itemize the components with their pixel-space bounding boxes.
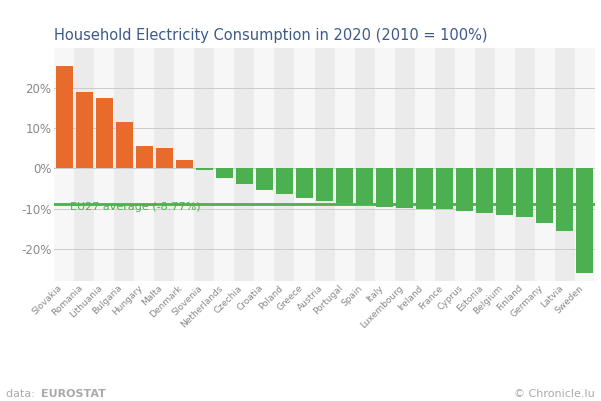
Bar xyxy=(456,168,474,211)
Bar xyxy=(536,168,554,223)
Bar xyxy=(415,48,435,281)
Bar xyxy=(236,168,253,184)
Bar xyxy=(314,48,335,281)
Text: Household Electricity Consumption in 2020 (2010 = 100%): Household Electricity Consumption in 202… xyxy=(54,28,487,43)
Bar xyxy=(296,168,313,198)
Bar xyxy=(355,48,374,281)
Bar xyxy=(154,48,174,281)
Bar xyxy=(194,48,215,281)
Bar xyxy=(436,168,453,209)
Text: EUROSTAT: EUROSTAT xyxy=(41,389,106,399)
Bar xyxy=(535,48,555,281)
Bar xyxy=(435,48,455,281)
Bar xyxy=(96,98,112,168)
Bar xyxy=(576,168,593,273)
Bar xyxy=(55,66,73,168)
Bar xyxy=(115,122,133,168)
Bar xyxy=(376,168,393,207)
Bar xyxy=(455,48,475,281)
Bar xyxy=(156,148,173,168)
Text: EU27 average (-8.77%): EU27 average (-8.77%) xyxy=(70,203,201,213)
Bar xyxy=(396,168,413,208)
Bar xyxy=(54,48,74,281)
Bar xyxy=(276,168,293,194)
Bar xyxy=(496,168,513,215)
Bar xyxy=(256,168,273,190)
Bar xyxy=(254,48,275,281)
Bar xyxy=(356,168,373,205)
Bar xyxy=(174,48,194,281)
Bar xyxy=(374,48,395,281)
Bar xyxy=(416,168,433,209)
Bar xyxy=(495,48,515,281)
Bar xyxy=(76,92,93,168)
Bar xyxy=(395,48,415,281)
Bar xyxy=(575,48,595,281)
Bar xyxy=(234,48,254,281)
Bar xyxy=(215,48,234,281)
Bar xyxy=(336,168,353,203)
Text: © Chronicle.lu: © Chronicle.lu xyxy=(514,389,595,399)
Bar xyxy=(475,48,495,281)
Bar xyxy=(516,168,534,217)
Bar xyxy=(316,168,333,200)
Bar xyxy=(136,146,153,168)
Text: data:: data: xyxy=(6,389,38,399)
Bar xyxy=(134,48,154,281)
Bar xyxy=(476,168,493,213)
Bar xyxy=(335,48,355,281)
Bar xyxy=(275,48,294,281)
Bar xyxy=(515,48,535,281)
Bar xyxy=(294,48,314,281)
Bar xyxy=(216,168,233,178)
Bar xyxy=(555,48,575,281)
Bar xyxy=(94,48,114,281)
Bar xyxy=(74,48,94,281)
Bar xyxy=(175,160,193,168)
Bar xyxy=(196,168,213,170)
Bar xyxy=(557,168,573,231)
Bar xyxy=(114,48,134,281)
